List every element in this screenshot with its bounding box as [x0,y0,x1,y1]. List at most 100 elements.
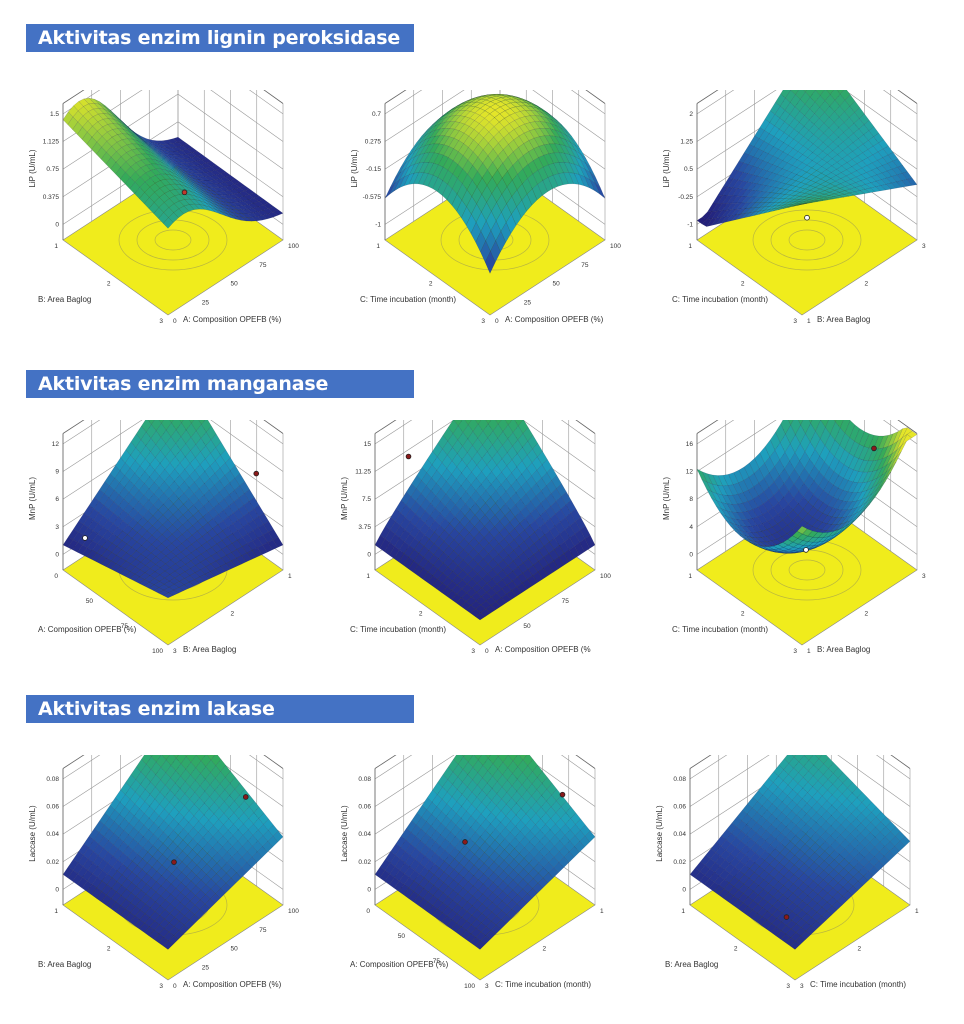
surface-cell [419,534,430,547]
surface-cell [131,865,143,877]
surface-cell [574,542,585,556]
surface-cell [179,469,190,482]
surface-cell [496,588,507,599]
surface-cell [758,209,770,215]
right-axis-tick-label: 1 [915,908,919,915]
z-tick-label: 15 [364,441,372,448]
surface-cell [474,836,486,849]
surface-cell [232,206,243,211]
surface-cell [202,842,213,854]
surface-cell [534,829,546,842]
surface-cell [816,806,827,817]
surface-cell [192,832,204,844]
surface-cell [480,96,492,101]
surface-cell [517,420,529,434]
surface-cell [785,820,797,832]
surface-cell [852,881,864,891]
surface-cell [856,167,867,175]
surface-cell [199,791,210,804]
surface-cell [524,122,535,131]
surface-cell [463,532,475,544]
surface-cell [170,178,182,186]
surface-cell [790,434,801,454]
surface-cell [834,445,845,462]
surface-cell [755,197,766,203]
surface-cell [799,843,811,854]
surface-cell [531,777,543,790]
right-axis-tick-label: 25 [202,299,210,306]
surface-cell [540,800,552,814]
surface-cell [500,478,512,492]
right-axis-tick-label: 2 [543,946,547,953]
surface-cell [168,818,179,831]
surface-cell [220,872,232,884]
surface-cell [845,823,856,835]
surface-cell [855,812,867,824]
surface-cell [707,203,718,213]
surface-cell [447,447,458,462]
surface-cell [778,206,789,211]
surface-cell [812,147,823,157]
surface-cell [523,140,534,152]
surface-cell [109,111,120,120]
surface-cell [174,911,185,922]
surface-cell [530,801,542,814]
plot-lip-c-b: -1 -0.25 0.5 1.25 2 LiP (U/mL) 1 2 3 1 2 3 C: Time i… [652,90,952,330]
surface-cell [168,503,179,515]
surface-cell [797,882,809,892]
right-axis-tick-label: 50 [523,623,531,630]
surface-cell [155,755,167,768]
plot-lip-c-a: -1 -0.575 -0.15 0.275 0.7 LiP (U/mL) 1 2 3 0 25 50 7… [340,90,640,330]
surface-cell [88,508,99,521]
surface-cell [519,110,531,117]
surface-cell [868,866,879,876]
right-axis-tick-label: 25 [202,964,210,971]
surface-cell [476,903,488,914]
surface-cell [180,876,192,888]
surface-cell [220,171,231,178]
surface-cell [849,838,861,849]
surface-cell [158,492,169,505]
surface-cell [797,533,808,541]
surface-cell [180,443,191,458]
surface-cell [199,574,211,582]
surface-cell [262,841,273,853]
surface-cell [841,154,853,163]
surface-cell [93,108,104,115]
right-axis-tick-label: 0 [495,318,499,325]
surface-cell [172,519,183,530]
z-tick-label: 0.7 [372,111,381,118]
gridline [696,90,918,142]
surface-cell [495,230,506,253]
surface-cell [783,204,794,208]
surface-cell [241,862,252,873]
right-axis-tick-label: 3 [173,648,177,655]
surface-cell [814,188,826,194]
surface-cell [200,163,212,169]
surface-cell [497,762,508,776]
surface-cell [821,910,832,921]
surface-cell [763,472,775,488]
surface-cell [191,854,203,866]
surface-cell [554,521,566,535]
surface-cell [494,833,506,846]
surface-cell [806,797,818,808]
right-axis-label: A: Composition OPEFB (%) [183,315,282,324]
surface-cell [109,797,121,811]
surface-cell [553,851,565,863]
surface-cell [514,842,525,854]
surface-cell [896,180,907,188]
surface-cell [527,759,538,772]
surface-cell [120,568,131,577]
right-axis-tick-label: 75 [562,598,570,605]
surface-cell [737,503,748,513]
surface-cell [153,924,165,934]
surface-cell [485,250,496,274]
surface-cell [168,481,180,494]
design-point [462,839,468,845]
surface-cell [787,541,799,548]
surface-cell [267,539,278,550]
surface-cell [868,856,880,867]
surface-cell [502,438,513,453]
surface-cell [471,796,482,810]
